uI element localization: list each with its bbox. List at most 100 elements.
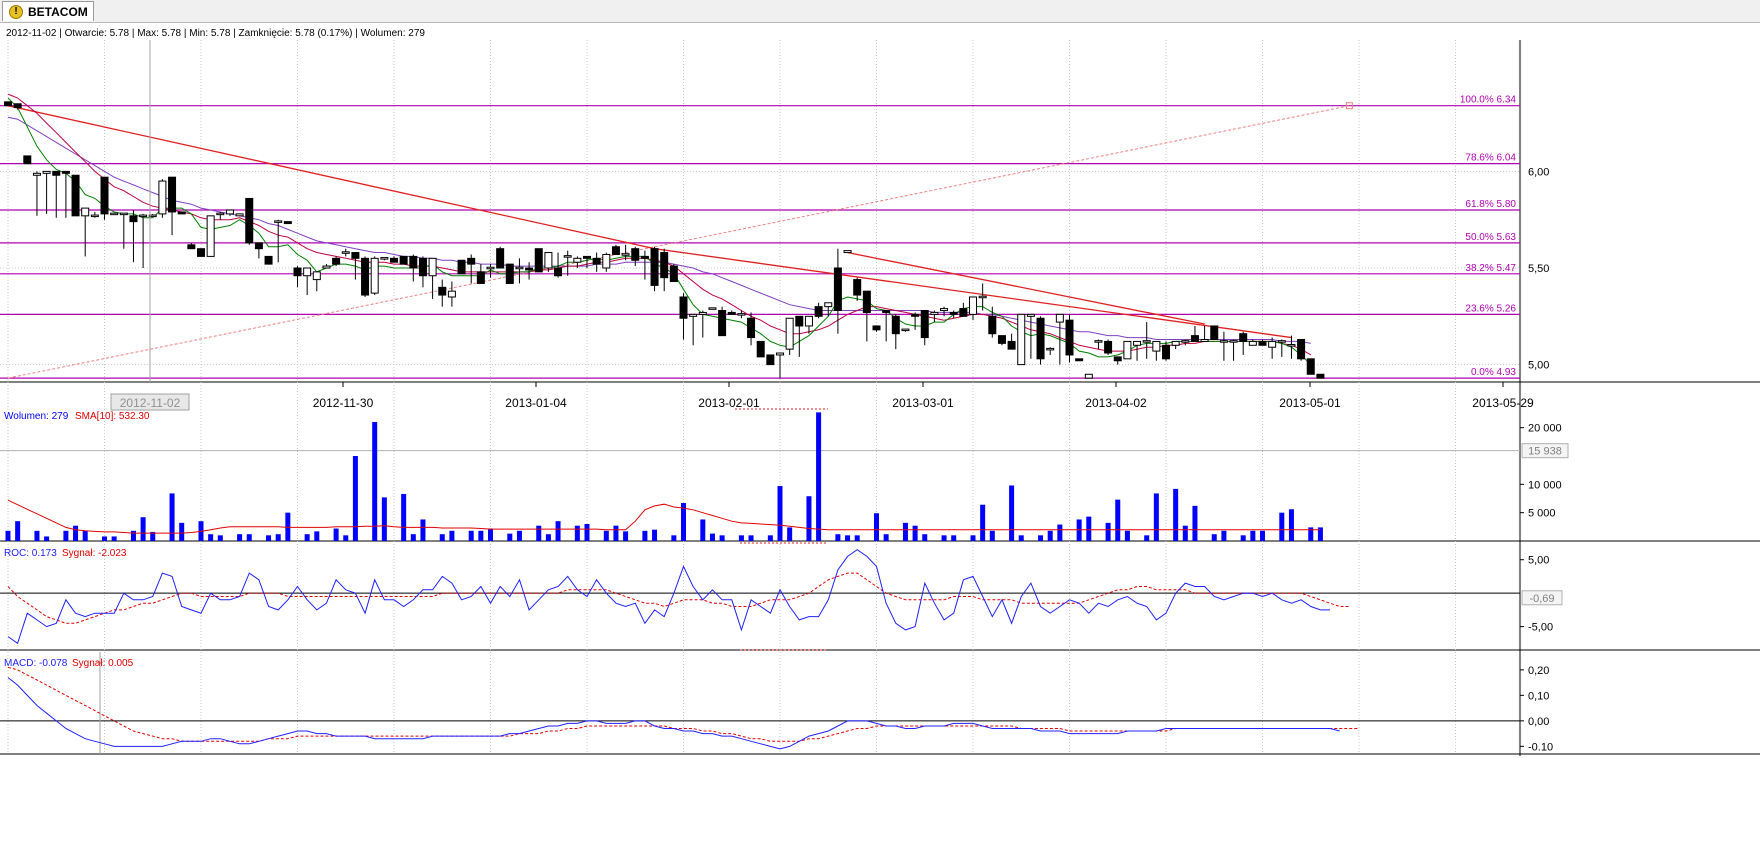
candle [1094, 339, 1103, 350]
candle [756, 340, 765, 358]
volume-bar [1144, 535, 1150, 541]
candle [1171, 340, 1180, 350]
candle-body [795, 315, 804, 327]
candle [90, 211, 99, 218]
volume-bar [1086, 516, 1092, 541]
volume-sma-legend: SMA[10]: 532.30 [75, 411, 150, 422]
volume-bar [613, 525, 619, 541]
candle-body [1075, 358, 1084, 362]
candle-body [4, 101, 12, 107]
candle [776, 352, 784, 379]
candle [747, 312, 756, 346]
candle-body [785, 317, 794, 350]
volume-marker-box [1521, 443, 1569, 459]
candle-body [1123, 340, 1132, 360]
candle [457, 259, 466, 275]
tab-betacom[interactable]: ! BETACOM [2, 1, 94, 21]
candle [390, 256, 398, 263]
candle-body [1065, 319, 1074, 356]
volume-bar [275, 534, 281, 541]
candle [901, 328, 910, 332]
volume-bar [217, 535, 223, 541]
volume-bar [468, 530, 474, 541]
macd-signal-legend: Sygnał: 0.005 [72, 658, 134, 669]
volume-bar [719, 535, 725, 541]
volume-bar [15, 521, 21, 541]
volume-bar [1192, 505, 1198, 541]
candle-body [61, 170, 70, 174]
candle [23, 155, 32, 165]
candle-body [602, 253, 611, 269]
candle [804, 315, 813, 334]
volume-bar [1182, 525, 1188, 541]
candle-body [679, 296, 688, 319]
candle [1017, 313, 1026, 366]
chart[interactable]: 2012-11-02 | Otwarcie: 5.78 | Max: 5.78 … [0, 23, 1760, 856]
candle-body [225, 209, 234, 215]
candle-body [640, 255, 649, 259]
candle [100, 176, 109, 220]
candle [438, 279, 447, 307]
macd-legend: MACD: -0.078 [4, 658, 68, 669]
volume-bar [516, 530, 522, 541]
volume-bar [603, 530, 609, 541]
volume-bar [246, 534, 252, 541]
volume-bar [478, 530, 484, 541]
roc-signal-line [7, 572, 1350, 624]
candle [949, 310, 958, 319]
candle [1219, 331, 1228, 361]
volume-marker-label: 15 938 [1528, 446, 1562, 458]
candle-body [940, 308, 949, 312]
volume-bar [237, 534, 243, 541]
trend-line [847, 251, 1205, 325]
candle [61, 170, 70, 218]
candle [1065, 314, 1074, 363]
volume-bar [709, 533, 715, 541]
candle [882, 310, 891, 342]
candle [997, 335, 1006, 346]
volume-bar [507, 533, 513, 541]
candle [1152, 340, 1161, 361]
candle-body [293, 267, 302, 277]
candle-body [418, 257, 427, 277]
candle-body [1316, 373, 1325, 379]
candle-body [168, 176, 177, 213]
volume-bar [1260, 530, 1265, 541]
candle-body [283, 221, 292, 225]
candle [158, 179, 167, 218]
candle [418, 256, 427, 288]
candle-body [206, 215, 215, 257]
candle-body [370, 257, 379, 294]
candle-body [52, 170, 61, 176]
candle-body [766, 354, 775, 366]
candle-body [100, 176, 109, 215]
candle-body [486, 266, 495, 270]
candle-body [689, 313, 698, 317]
info-bar: 2012-11-02 | Otwarcie: 5.78 | Max: 5.78 … [6, 28, 425, 39]
candle-body [303, 267, 312, 277]
candle [148, 213, 157, 218]
volume-bar [314, 531, 320, 541]
candle-body [650, 248, 659, 286]
candle [853, 277, 862, 301]
roc-line [7, 549, 1330, 645]
volume-bar [922, 534, 928, 541]
volume-bar [140, 517, 146, 541]
candle [824, 302, 833, 317]
volume-bar [555, 521, 561, 541]
candle-body [525, 267, 534, 271]
volume-bar [111, 536, 117, 541]
volume-bar [1038, 535, 1044, 541]
volume-bar [1124, 530, 1130, 541]
candle-body [438, 286, 447, 296]
candle [689, 313, 698, 346]
candle [843, 250, 852, 254]
candle [969, 296, 977, 321]
candle [650, 246, 659, 292]
volume-bar [1317, 527, 1323, 541]
volume-bar [343, 535, 349, 541]
candle-body [747, 317, 756, 339]
candle-body [776, 352, 784, 356]
candle [573, 256, 582, 268]
candle-body [1297, 338, 1306, 360]
